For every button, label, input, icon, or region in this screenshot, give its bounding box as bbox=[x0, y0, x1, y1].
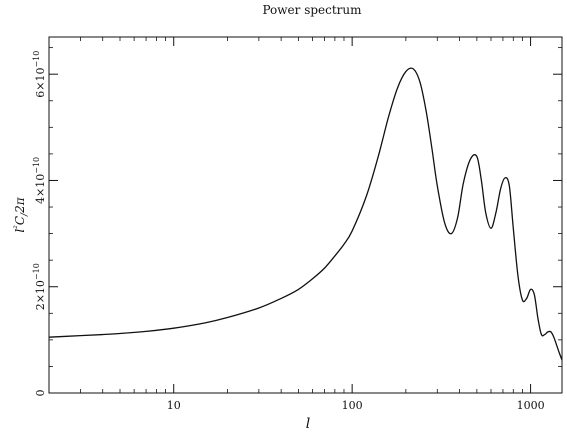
y-tick-label: 4×10−10 bbox=[32, 157, 47, 204]
plot-frame bbox=[48, 36, 563, 394]
y-axis-label: l²C/2π bbox=[13, 196, 30, 232]
power-spectrum-line bbox=[48, 67, 563, 361]
y-tick-label: 0 bbox=[34, 390, 47, 397]
chart-title: Power spectrum bbox=[262, 3, 362, 17]
x-tick-label: 1000 bbox=[517, 399, 545, 412]
axis-ticks: 10 100 1000 0 2×10−10 4×10−10 6×10−10 bbox=[32, 37, 562, 412]
x-axis-label: l bbox=[306, 416, 310, 432]
y-tick-label: 2×10−10 bbox=[32, 263, 47, 310]
x-tick-label: 10 bbox=[167, 399, 181, 412]
y-tick-label: 6×10−10 bbox=[32, 51, 47, 98]
x-tick-label: 100 bbox=[342, 399, 363, 412]
